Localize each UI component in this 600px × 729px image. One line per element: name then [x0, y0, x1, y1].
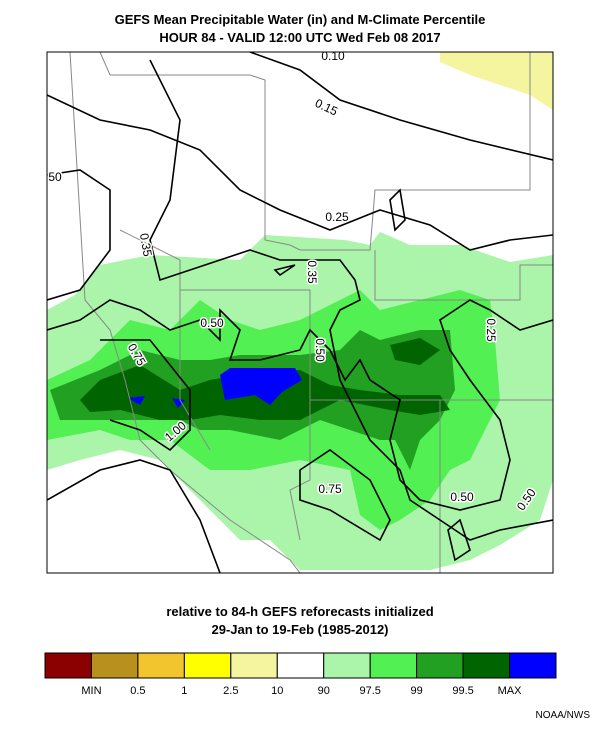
- legend-label: MIN: [81, 685, 101, 697]
- subtitle: HOUR 84 - VALID 12:00 UTC Wed Feb 08 201…: [159, 30, 440, 45]
- legend-label: 2.5: [223, 685, 238, 697]
- contour-label: 0.35: [137, 232, 155, 258]
- legend-label: MAX: [498, 685, 523, 697]
- legend-label: 99: [411, 685, 423, 697]
- footer-line1: relative to 84-h GEFS reforecasts initia…: [166, 604, 433, 619]
- contour-label: 0.25: [325, 210, 349, 224]
- legend-label: 1: [181, 685, 187, 697]
- legend-swatch: [323, 652, 371, 679]
- shade-blue-1: [220, 368, 302, 405]
- shade-max-2: [390, 338, 440, 365]
- footer-line2: 29-Jan to 19-Feb (1985-2012): [211, 622, 388, 637]
- contour-label: 0.25: [484, 318, 498, 342]
- shade-blue-2: [128, 396, 145, 405]
- contour-label: 0.35: [305, 260, 319, 284]
- legend-label: 97.5: [359, 685, 380, 697]
- legend-swatch: [462, 652, 511, 679]
- legend-label: 0.5: [130, 685, 145, 697]
- title: GEFS Mean Precipitable Water (in) and M-…: [115, 12, 486, 27]
- contour-label: 0.75: [318, 482, 342, 496]
- shade-blue-3: [172, 398, 185, 408]
- legend-swatch: [369, 652, 418, 679]
- contour-label: 0.10: [321, 49, 345, 63]
- legend-swatch: [183, 652, 232, 679]
- legend-swatch: [509, 652, 557, 679]
- legend-label: 10: [271, 685, 283, 697]
- legend-swatch: [137, 652, 185, 679]
- contour-label: 0.50: [200, 316, 224, 330]
- contour-label: 0.50: [313, 338, 327, 362]
- legend-swatch: [230, 652, 278, 679]
- legend-swatch: [416, 652, 464, 679]
- shade-10: [440, 52, 553, 110]
- contour-label: 0.50: [450, 490, 474, 504]
- legend-swatch: [276, 652, 325, 679]
- borders: [69, 52, 553, 573]
- map-frame: [46, 51, 554, 574]
- credit: NOAA/NWS: [536, 710, 591, 721]
- legend-label: 99.5: [452, 685, 473, 697]
- legend-swatch: [44, 652, 92, 679]
- legend-label: 90: [318, 685, 330, 697]
- legend: MIN 0.5 1 2.5 10 90 97.5 99 99.5 MAX: [44, 652, 557, 697]
- legend-swatch: [90, 652, 139, 679]
- contours: [47, 52, 553, 573]
- contour-label: 50: [48, 170, 62, 184]
